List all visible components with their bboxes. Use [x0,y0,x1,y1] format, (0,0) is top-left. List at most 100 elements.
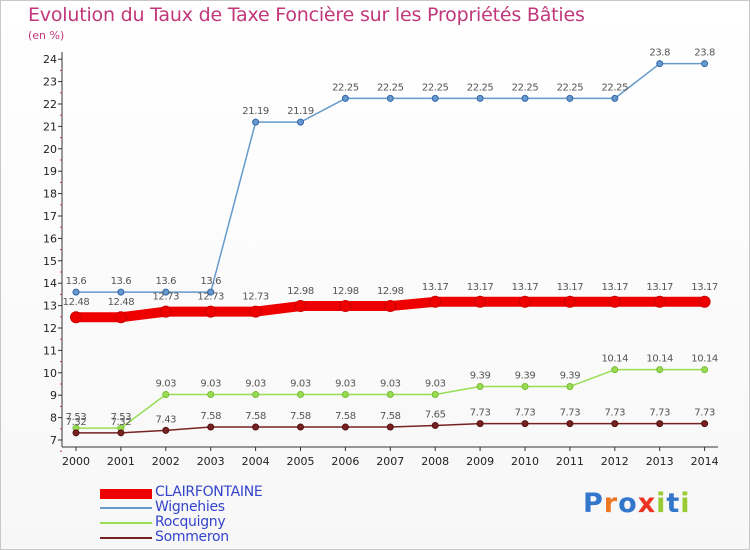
data-point-sommeron [72,429,80,437]
logo-letter: i [656,488,667,519]
data-label-clairfontaine: 13.17 [422,282,449,293]
data-point-rocquigny [297,391,304,399]
logo-letter: r [603,488,619,519]
data-label-sommeron: 7.73 [515,408,536,419]
data-point-wignehies [701,60,709,68]
data-label-rocquigny: 10.14 [646,354,673,365]
data-label-rocquigny: 9.03 [245,379,266,390]
y-tick-label: 23 [43,76,57,89]
data-label-clairfontaine: 12.98 [332,286,359,297]
legend-label-clairfontaine: CLAIRFONTAINE [155,484,263,500]
chart-subtitle: (en %) [28,29,65,42]
data-point-clairfontaine [249,305,262,318]
data-point-clairfontaine [698,295,711,308]
data-point-clairfontaine [204,305,217,318]
data-point-rocquigny [341,391,349,399]
legend-swatch-clairfontaine [100,489,152,499]
x-tick-label: 2014 [691,455,719,468]
data-label-sommeron: 7.58 [335,411,356,422]
data-point-rocquigny [476,382,484,390]
data-label-wignehies: 13.6 [66,276,87,287]
data-label-clairfontaine: 12.73 [152,292,179,303]
data-point-rocquigny [386,391,394,399]
data-point-sommeron [431,421,439,429]
data-label-sommeron: 7.73 [560,408,581,419]
y-tick-label: 11 [43,344,57,357]
y-tick-label: 18 [43,188,57,201]
data-label-clairfontaine: 12.48 [63,297,90,308]
data-point-wignehies [611,94,619,102]
data-point-wignehies [252,118,260,126]
data-point-rocquigny [656,366,664,374]
y-tick-label: 17 [43,210,57,223]
y-tick-label: 8 [50,412,57,425]
data-point-wignehies [521,94,529,102]
data-point-wignehies [386,94,394,102]
data-label-rocquigny: 10.14 [601,354,628,365]
y-tick-label: 19 [43,165,57,178]
data-label-rocquigny: 9.03 [335,379,356,390]
logo-letter: t [666,488,681,519]
logo-letter: i [680,488,691,519]
data-label-clairfontaine: 13.17 [601,282,628,293]
x-tick-label: 2013 [646,455,674,468]
data-label-wignehies: 23.8 [694,48,715,59]
logo-letter: o [618,488,638,519]
data-label-wignehies: 22.25 [467,82,494,93]
x-tick-label: 2000 [62,455,90,468]
data-point-sommeron [611,420,619,428]
data-label-sommeron: 7.58 [245,411,266,422]
data-label-clairfontaine: 13.17 [646,282,673,293]
data-label-wignehies: 22.25 [601,82,628,93]
data-label-wignehies: 13.6 [155,276,176,287]
y-tick-label: 20 [43,143,57,156]
x-tick-label: 2007 [376,455,404,468]
data-point-wignehies [162,288,170,296]
x-tick-label: 2006 [331,455,359,468]
x-tick-label: 2001 [107,455,135,468]
y-tick-label: 15 [43,255,57,268]
data-label-sommeron: 7.32 [111,417,132,428]
y-tick-label: 10 [43,367,57,380]
x-tick-label: 2011 [556,455,584,468]
y-tick-label: 16 [43,232,57,245]
y-tick-label: 12 [43,322,57,335]
data-label-wignehies: 22.25 [557,82,584,93]
x-tick-label: 2012 [601,455,629,468]
data-label-clairfontaine: 13.17 [512,282,539,293]
data-point-sommeron [521,420,529,428]
data-label-sommeron: 7.65 [425,409,446,420]
data-label-rocquigny: 10.14 [691,354,718,365]
x-tick-label: 2010 [511,455,539,468]
x-tick-label: 2009 [466,455,494,468]
data-label-wignehies: 23.8 [649,48,670,59]
y-tick-label: 21 [43,120,57,133]
data-point-wignehies [431,94,439,102]
data-label-wignehies: 13.6 [200,276,221,287]
data-point-rocquigny [701,366,709,374]
data-label-sommeron: 7.58 [200,411,221,422]
chart-title: Evolution du Taux de Taxe Foncière sur l… [28,4,585,26]
legend-swatch-rocquigny [100,522,152,524]
data-label-rocquigny: 9.03 [425,379,446,390]
legend-label-sommeron: Sommeron [155,529,229,545]
y-tick-label: 13 [43,300,57,313]
data-label-rocquigny: 9.39 [515,370,536,381]
data-point-rocquigny [611,366,619,374]
data-label-wignehies: 22.25 [377,82,404,93]
data-point-sommeron [566,420,574,428]
data-point-sommeron [656,420,664,428]
data-point-clairfontaine [563,295,576,308]
data-label-clairfontaine: 13.17 [691,282,718,293]
data-point-rocquigny [566,382,574,390]
data-point-wignehies [207,288,215,296]
data-label-clairfontaine: 13.17 [467,282,494,293]
data-point-clairfontaine [474,295,487,308]
data-label-sommeron: 7.73 [604,408,625,419]
data-label-wignehies: 21.19 [242,106,269,117]
data-label-sommeron: 7.73 [470,408,491,419]
data-label-wignehies: 21.19 [287,106,314,117]
data-point-clairfontaine [653,295,666,308]
